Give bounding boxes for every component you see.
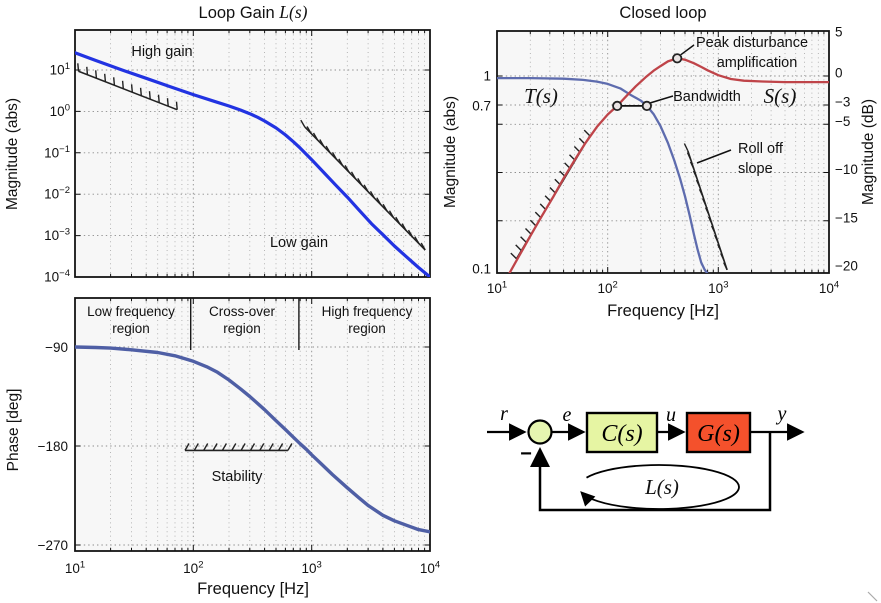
peak-disturbance-label-1: Peak disturbance [696,35,808,51]
right-tick-label: 5 [835,25,843,40]
plot-background [75,30,430,277]
right-tick-label: −20 [835,259,858,274]
closed-loop-plot: 1 0.7 0.1 5 0 −3 −5 −10 −15 −20 101 102 103 104 Close… [442,4,877,320]
axis-ticks [75,30,430,277]
signal-u-label: u [666,404,676,426]
marker-circle [672,53,683,64]
region-high-frequency: High frequency [322,304,413,319]
stability-hatch-teeth [184,443,293,451]
right-tick-label: −3 [835,94,850,109]
plant-label: G(s) [697,421,740,447]
plot-frame [74,29,431,278]
slope-hatch-teeth [683,143,728,271]
minus-sign: − [520,443,532,465]
marker-circle [612,100,623,111]
closed-loop-ylabel-left: Magnitude (abs) [442,96,459,208]
right-tick-label: −10 [835,162,858,177]
xtick-label: 103 [302,560,322,577]
loop-gain-title: Loop Gain L(s) [199,2,308,22]
region-low-frequency-2: region [112,321,150,336]
rolloff-label-2: slope [738,161,773,177]
loop-direction-arrow [580,464,740,510]
region-crossover-2: region [223,321,261,336]
rolloff-label-1: Roll off [738,141,784,157]
xtick-label: 102 [598,280,618,297]
slope-hatch [78,70,178,111]
marker-circle [641,100,652,111]
closed-loop-xlabel: Frequency [Hz] [607,302,719,320]
slope-hatch-teeth [510,129,591,260]
closed-loop-title: Closed loop [619,4,706,22]
right-tick-label: 0 [835,66,843,81]
plant-block [685,411,752,454]
summing-junction [527,419,553,445]
xtick-label: 104 [420,560,440,577]
signal-r-label: r [500,403,508,425]
bandwidth-label: Bandwidth [673,89,741,105]
phase-xlabel: Frequency [Hz] [197,580,309,598]
corner-artifact [867,591,878,602]
signal-e-label: e [563,404,572,426]
peak-disturbance-label-2: amplification [717,55,798,71]
ytick-label: 10−4 [44,268,70,285]
grid-horizontal [75,346,430,546]
phase-ylabel: Phase [deg] [5,389,22,472]
plot-background [497,31,829,273]
axis-ticks [497,31,829,273]
xtick-label: 103 [708,280,728,297]
slope-hatch-teeth [77,63,178,110]
xtick-label: 101 [65,560,85,577]
plot-frame [74,297,431,552]
region-high-frequency-2: region [348,321,386,336]
rolloff-pointer-line [696,149,732,164]
signal-y-label: y [776,403,787,425]
ytick-label: 10−3 [44,227,70,244]
ytick-label: −90 [45,340,68,355]
axis-ticks [75,298,430,551]
left-tick-label: 0.7 [472,98,491,113]
loop-gain-ylabel: Magnitude (abs) [4,98,21,210]
grid-major-vertical [607,31,719,273]
stability-label: Stability [212,469,264,485]
phase-plot: −90 −180 −270 101 102 103 104 Phase [deg] Low … [5,297,440,598]
loop-gain-curve [75,51,430,277]
block-diagram: r e u y − C(s) G(s) L(s) [487,403,878,602]
xtick-label: 104 [819,280,839,297]
grid-minor-vertical [110,30,425,277]
bandwidth-pointer-line [650,95,674,104]
low-gain-label: Low gain [270,235,328,251]
t-of-s-label: T(s) [524,84,558,108]
loop-transfer-label: L(s) [644,475,679,499]
s-of-s-label: S(s) [764,84,797,108]
region-crossover: Cross-over [209,304,276,319]
region-low-frequency: Low frequency [87,304,175,319]
left-tick-label: 0.1 [472,262,491,277]
right-tick-label: −5 [835,114,850,129]
phase-curve [75,345,430,534]
ytick-label: 101 [50,61,70,78]
controller-block [585,411,659,454]
t-curve [497,76,709,273]
ytick-label: −270 [38,538,68,553]
xtick-label: 102 [183,560,203,577]
closed-loop-ylabel-right: Magnitude (dB) [860,99,877,205]
ytick-label: −180 [38,439,68,454]
ytick-label: 10−1 [44,144,70,161]
high-gain-label: High gain [131,44,192,60]
plot-frame [496,30,830,274]
loop-gain-plot: 101 100 10−1 10−2 10−3 10−4 Loop Gain L(s) Ma… [4,2,431,285]
slope-hatch-teeth [300,119,426,251]
s-curve [508,57,829,273]
controller-label: C(s) [601,421,642,447]
ytick-label: 100 [50,102,70,119]
grid-major-vertical [192,30,313,277]
feedback-path [530,432,772,512]
ytick-label: 10−2 [44,185,70,202]
right-tick-label: −15 [835,210,858,225]
xtick-label: 101 [487,280,507,297]
left-tick-label: 1 [483,69,491,84]
peak-pointer-line [680,44,695,56]
